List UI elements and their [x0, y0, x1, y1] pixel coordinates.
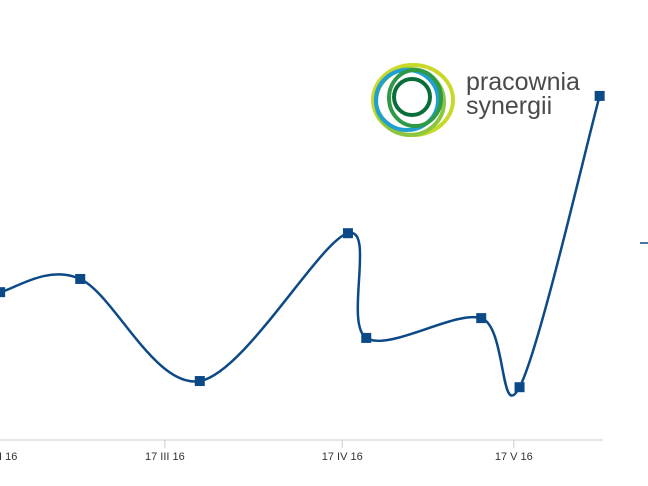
point [342, 228, 353, 239]
logo-ring [387, 68, 443, 128]
logo: pracownia synergii [371, 63, 580, 137]
x-tick-label: 17 V 16 [495, 451, 533, 463]
logo-text: synergii [466, 92, 552, 120]
x-tick-label: 17 III 16 [145, 451, 185, 463]
point [514, 382, 525, 393]
x-tick-label: 17 IV 16 [322, 451, 363, 463]
point [0, 287, 6, 298]
x-tick-label: 17 II 16 [0, 451, 17, 463]
point [594, 90, 605, 101]
point [476, 313, 487, 324]
point [75, 273, 86, 284]
logo-text: pracownia [466, 68, 580, 96]
logo-ring [392, 77, 432, 117]
point [361, 332, 372, 343]
line [0, 95, 601, 397]
point [194, 376, 205, 387]
